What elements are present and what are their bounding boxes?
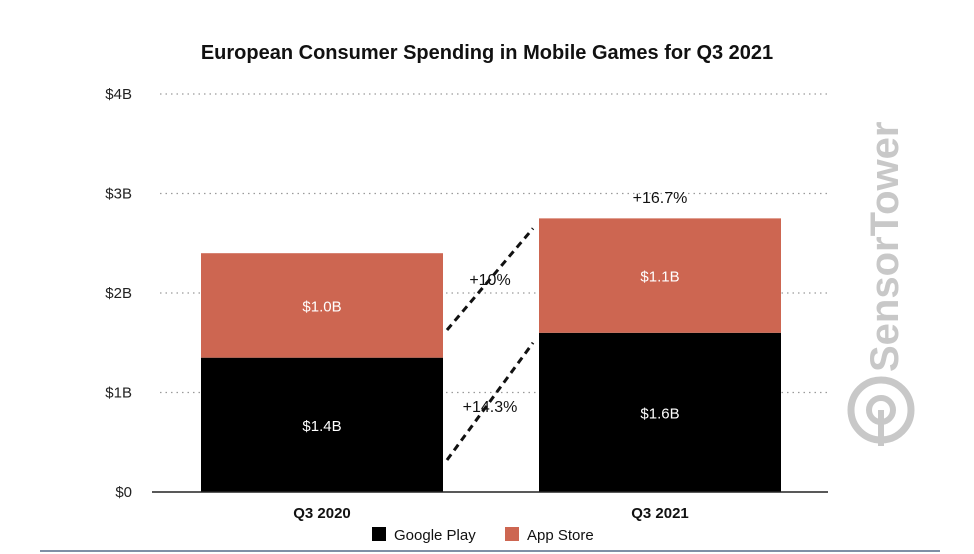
app-store-growth-connector bbox=[445, 227, 535, 331]
x-tick-label: Q3 2020 bbox=[293, 505, 351, 522]
total-growth-label: +16.7% bbox=[633, 190, 688, 207]
legend-label: Google Play bbox=[394, 527, 476, 544]
bar-value-label: $1.1B bbox=[640, 269, 679, 286]
watermark-text: SensorTower bbox=[863, 122, 907, 372]
bar-value-label: $1.6B bbox=[640, 405, 679, 422]
chart-title: European Consumer Spending in Mobile Gam… bbox=[200, 42, 774, 64]
app-store-growth-label: +10% bbox=[469, 272, 510, 289]
bar-value-label: $1.0B bbox=[302, 298, 341, 315]
bar-value-label: $1.4B bbox=[302, 418, 341, 435]
bar-segment-app-store bbox=[201, 253, 443, 358]
y-tick-label: $0 bbox=[115, 484, 132, 501]
y-tick-label: $3B bbox=[105, 186, 132, 203]
y-tick-label: $4B bbox=[105, 86, 132, 103]
google-play-growth-connector bbox=[445, 341, 535, 461]
annotation-layer: +10% +14.3% +16.7% bbox=[445, 190, 688, 461]
legend-label: App Store bbox=[527, 527, 594, 544]
legend-swatch bbox=[372, 527, 386, 541]
bottom-divider bbox=[40, 550, 940, 552]
axis-layer: $0 $1B $2B $3B $4B Q3 2020 Q3 2021 bbox=[105, 86, 828, 522]
bars-layer: $1.4B $1.0B $1.6B $1.1B bbox=[201, 218, 781, 492]
x-tick-label: Q3 2021 bbox=[631, 505, 689, 522]
legend-layer: Google Play App Store bbox=[372, 527, 594, 544]
y-tick-label: $2B bbox=[105, 285, 132, 302]
watermark-layer: SensorTower bbox=[847, 122, 915, 446]
y-tick-label: $1B bbox=[105, 385, 132, 402]
bar-segment-google-play bbox=[539, 332, 781, 492]
google-play-growth-label: +14.3% bbox=[463, 399, 518, 416]
legend-swatch bbox=[505, 527, 519, 541]
bar-segment-app-store bbox=[539, 218, 781, 333]
bar-segment-google-play bbox=[201, 357, 443, 492]
